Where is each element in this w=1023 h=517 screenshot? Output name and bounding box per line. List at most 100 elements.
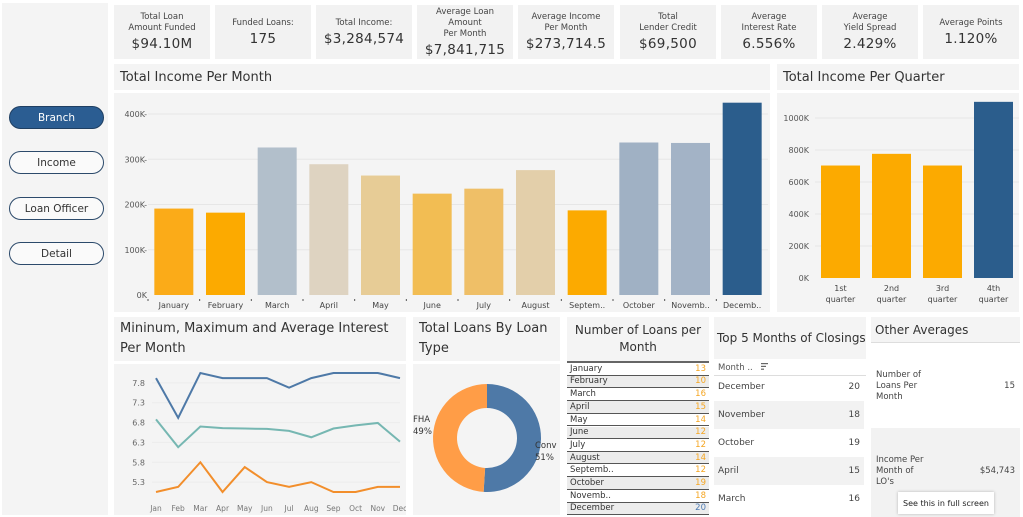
header-divider	[714, 375, 866, 376]
table-row[interactable]: January 13	[567, 363, 709, 376]
x-tick-label: Novemb..	[671, 301, 710, 310]
table-row[interactable]: April 15	[714, 457, 864, 485]
avg-label: Number of Loans Per Month	[876, 370, 922, 402]
table-row[interactable]: December 20	[714, 373, 864, 401]
bar	[464, 188, 504, 295]
kpi-value: 175	[249, 30, 277, 47]
nav-income-button[interactable]: Income	[9, 151, 104, 174]
month-cell: Novemb..	[570, 490, 611, 501]
count-cell: 12	[695, 427, 706, 438]
month-cell: February	[570, 376, 608, 387]
x-tick-label: Apr	[216, 504, 230, 513]
y-tick-label: 100K-	[124, 246, 147, 255]
x-tick-label: quarter	[877, 295, 907, 304]
kpi-value: $273,714.5	[525, 36, 607, 52]
kpi-funded-loans: Funded Loans: 175	[215, 5, 311, 59]
y-tick-label: 200K	[788, 242, 809, 251]
bar	[309, 164, 349, 295]
kpi-value: $94.10M	[131, 36, 193, 52]
bar	[516, 170, 555, 295]
bar	[821, 165, 860, 278]
kpi-average-loan-amount: Average Loan Amount Per Month $7,841,715	[417, 5, 513, 59]
table-row[interactable]: February 10	[567, 375, 709, 389]
month-cell: Septemb..	[570, 465, 614, 476]
count-cell: 14	[695, 414, 706, 425]
y-tick-label: 200K-	[124, 201, 147, 210]
series-line-maximum	[155, 371, 401, 420]
nav-branch-button[interactable]: Branch	[9, 106, 104, 129]
table-row[interactable]: May 14	[567, 414, 709, 427]
table-row[interactable]: August 14	[567, 451, 709, 465]
month-cell: October	[718, 438, 755, 448]
x-tick-label: 4th	[987, 284, 1000, 293]
avg-value: $54,743	[979, 466, 1015, 476]
x-tick-label: quarter	[928, 295, 958, 304]
x-tick-label: June	[422, 301, 441, 310]
count-cell: 19	[695, 478, 706, 489]
y-tick-label: 1000K	[783, 114, 809, 123]
kpi-average-interest-rate: Average Interest Rate 6.556%	[721, 5, 817, 59]
count-cell: 18	[848, 410, 860, 420]
bar	[923, 165, 962, 278]
nav-loan-officer-button[interactable]: Loan Officer	[9, 197, 104, 220]
table-row[interactable]: March 16	[714, 485, 864, 513]
interest-chart-area: 5.3 5.8 6.3 6.8 7.3 7.8 Jan Feb Mar Apr May Jun Jul A…	[114, 364, 407, 515]
x-tick-label: July	[476, 301, 492, 310]
y-tick-label: 0K	[799, 274, 810, 283]
quarterly-chart-title: Total Income Per Quarter	[777, 64, 1019, 90]
table-row[interactable]: Novemb.. 18	[567, 490, 709, 503]
y-tick-label: 400K-	[124, 110, 147, 119]
y-tick-label: 0K	[137, 291, 148, 300]
donut-slice-conv	[483, 384, 542, 492]
monthly-income-chart: 0K 100K- 200K- 300K- 400K- January February Mar…	[124, 102, 768, 310]
kpi-label: Average Loan Amount Per Month	[436, 6, 494, 39]
quarterly-income-chart: 0K 200K 400K 600K 800K 1000K 1st quarter 2nd quar…	[783, 101, 1019, 304]
y-tick-label: 300K-	[124, 155, 147, 164]
top5-title: Top 5 Months of Closings	[714, 317, 866, 359]
avg-loans-per-month-row: Number of Loans Per Month 15	[871, 344, 1020, 428]
kpi-value: $3,284,574	[323, 30, 405, 47]
table-row[interactable]: April 15	[567, 401, 709, 414]
x-tick-label: Decemb..	[723, 301, 761, 310]
count-cell: 16	[695, 389, 706, 400]
count-cell: 12	[695, 439, 706, 450]
kpi-label: Total Loan Amount Funded	[128, 12, 196, 33]
sort-icon[interactable]	[760, 363, 768, 373]
full-screen-tooltip[interactable]: See this in full screen	[898, 492, 994, 514]
nav-detail-button[interactable]: Detail	[9, 242, 104, 265]
x-tick-label: Sep	[326, 504, 340, 513]
table-row[interactable]: December 20	[567, 502, 709, 516]
kpi-total-loan-amount: Total Loan Amount Funded $94.10M	[114, 5, 210, 59]
month-cell: June	[570, 427, 589, 438]
top5-table: Month .. December 20 November 18 October 19 Ap…	[714, 359, 866, 517]
x-tick-label: Oct	[349, 504, 362, 513]
x-tick-label: January	[158, 301, 190, 310]
x-tick-label: 3rd	[936, 284, 949, 293]
month-cell: March	[570, 389, 596, 400]
slice-label: FHA	[413, 415, 430, 425]
sidebar: Branch Income Loan Officer Detail	[2, 3, 108, 515]
table-row[interactable]: November 18	[714, 401, 864, 429]
kpi-label: Average Points	[939, 17, 1003, 28]
y-tick-label: 5.8	[132, 458, 145, 467]
table-row[interactable]: June 12	[567, 426, 709, 440]
table-row[interactable]: July 12	[567, 439, 709, 452]
kpi-value: 2.429%	[843, 36, 897, 52]
y-tick-label: 800K	[788, 146, 809, 155]
slice-pct-label: 51%	[535, 453, 554, 463]
x-tick-label: Dec	[393, 504, 406, 513]
kpi-value: 1.120%	[944, 30, 998, 47]
top5-column-header[interactable]: Month ..	[718, 361, 768, 375]
month-cell: January	[570, 363, 603, 374]
table-row[interactable]: October 19	[714, 429, 864, 457]
table-row[interactable]: October 19	[567, 477, 709, 490]
x-tick-label: Jun	[260, 504, 273, 513]
interest-chart-title: Mininum, Maximum and Average Interest Pe…	[114, 317, 406, 361]
table-row[interactable]: March 16	[567, 388, 709, 401]
month-cell: August	[570, 452, 600, 463]
table-row[interactable]: Septemb.. 12	[567, 465, 709, 478]
kpi-average-income: Average Income Per Month $273,714.5	[518, 5, 614, 59]
slice-label: Conv	[535, 441, 557, 451]
quarterly-chart-area: 0K 200K 400K 600K 800K 1000K 1st quarter 2nd quar…	[777, 93, 1019, 312]
x-tick-label: 2nd	[884, 284, 899, 293]
